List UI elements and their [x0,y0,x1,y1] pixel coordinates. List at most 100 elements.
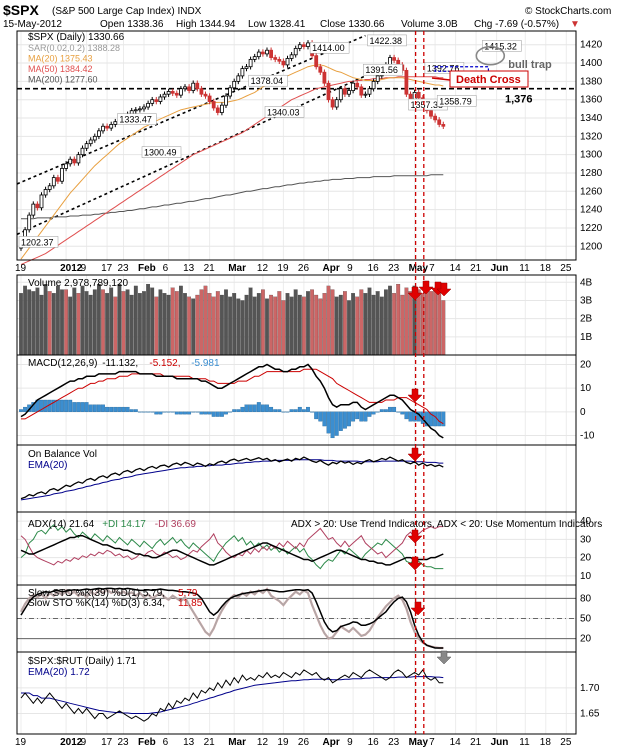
x-tick-label-bottom-16: 23 [388,737,400,748]
macd-histogram-bar [248,404,253,412]
volume-bar [187,296,192,356]
macd-histogram-bar [146,411,151,413]
red-down-arrow-icon [407,556,423,571]
y-tick-label-6-1: 1.65 [580,709,600,720]
legend-item-5-2: Slow STO %K(14) %D(3) 6.34, [28,598,165,609]
volume-bar [408,291,413,356]
volume-bar [375,291,380,356]
price-annotation-box-3 [264,106,305,118]
x-tick-label-13: Apr [323,263,340,274]
header-open: Open 1338.36 [100,19,164,30]
candle-body [314,55,319,68]
macd-histogram-bar [142,411,146,413]
volume-bar [183,293,187,356]
x-tick-label-14: 9 [347,263,353,274]
legend-item-0-3: MA(50) 1384.42 [28,64,93,74]
x-tick-label-bottom-2: 9 [81,737,87,748]
candle-body [27,214,32,231]
x-tick-label-bottom-24: 25 [560,737,572,748]
volume-bar [388,285,392,356]
y-tick-label-2-0: 20 [580,359,592,370]
candle-body [338,88,343,101]
macd-histogram-bar [244,404,249,412]
volume-bar [133,285,138,356]
y-tick-label-4-1: 30 [580,534,592,545]
candle-body [240,68,245,77]
macd-histogram-bar [88,404,93,412]
macd-histogram-bar [55,399,60,412]
header-close: Close 1330.66 [320,19,385,30]
candle-body [252,56,257,60]
candle-body [244,66,249,69]
x-tick-label-5: Feb [138,263,156,274]
volume-bar [60,289,64,356]
y-tick-label-0-9: 1380 [580,76,603,87]
price-annotation-9: 1358.79 [439,96,472,106]
candle-body [43,189,48,196]
volume-bar [261,289,265,356]
candle-body [256,51,261,58]
header-name: (S&P 500 Large Cap Index) INDX [52,6,202,17]
macd-histogram-bar [318,411,323,422]
candle-body [199,88,204,95]
volume-bar [334,296,339,356]
volume-bar [84,291,89,356]
volume-bar [113,296,118,356]
candle-body [113,121,118,125]
macd-histogram-bar [297,406,302,412]
macd-histogram-bar [121,406,126,412]
candle-body [35,203,40,209]
candle-body [224,95,228,106]
level-label: 1,376 [505,94,533,106]
x-tick-label-15: 16 [368,263,380,274]
volume-bar [146,283,151,356]
y-tick-label-2-2: 0 [580,407,586,418]
candle-body [51,177,56,187]
volume-bar [256,293,261,356]
sto39-line [20,587,444,649]
candle-body [347,90,351,95]
macd-histogram-bar [195,411,200,413]
x-tick-label-bottom-22: 11 [519,737,530,748]
x-tick-label-bottom-10: 12 [257,737,269,748]
x-tick-label-0: 19 [15,263,27,274]
volume-bar [252,296,257,356]
macd-histogram-bar [252,404,257,412]
macd-histogram-bar [203,411,208,415]
volume-bar [23,285,27,356]
price-annotation-2: 1333.47 [119,115,152,125]
volume-bar [27,289,32,356]
candle-body [154,99,159,102]
price-annotation-1: 1300.49 [144,148,177,158]
volume-bar [273,296,278,356]
x-tick-label-23: 18 [540,263,552,274]
legend-item-5-3: 11.85 [178,598,203,609]
candle-body [404,69,409,95]
y-tick-label-2-1: 10 [580,383,592,394]
macd-histogram-bar [129,409,134,412]
candle-body [56,177,60,182]
x-tick-label-12: 26 [298,263,310,274]
candle-body [133,109,138,112]
y-tick-label-6-0: 1.70 [580,683,600,694]
volume-bar [121,291,126,356]
x-tick-label-18: 7 [429,263,435,274]
y-tick-label-0-1: 1220 [580,223,603,234]
macd-histogram-bar [269,406,274,412]
price-annotation-11: 1415.32 [484,41,517,51]
macd-histogram-bar [236,409,241,412]
macd-histogram-bar [150,411,155,413]
volume-bar [281,300,286,356]
macd-histogram-bar [359,411,364,422]
macd-histogram-bar [256,402,261,412]
volume-bar [236,298,241,356]
candle-body [433,115,438,121]
volume-bar [179,285,183,356]
macd-histogram-bar [293,409,298,412]
candle-body [416,91,421,99]
candle-body [72,158,77,164]
price-annotation-5: 1414.00 [312,43,345,53]
macd-histogram-bar [158,411,163,415]
price-annotation-box-2 [117,113,157,125]
macd-histogram-bar [224,411,228,415]
